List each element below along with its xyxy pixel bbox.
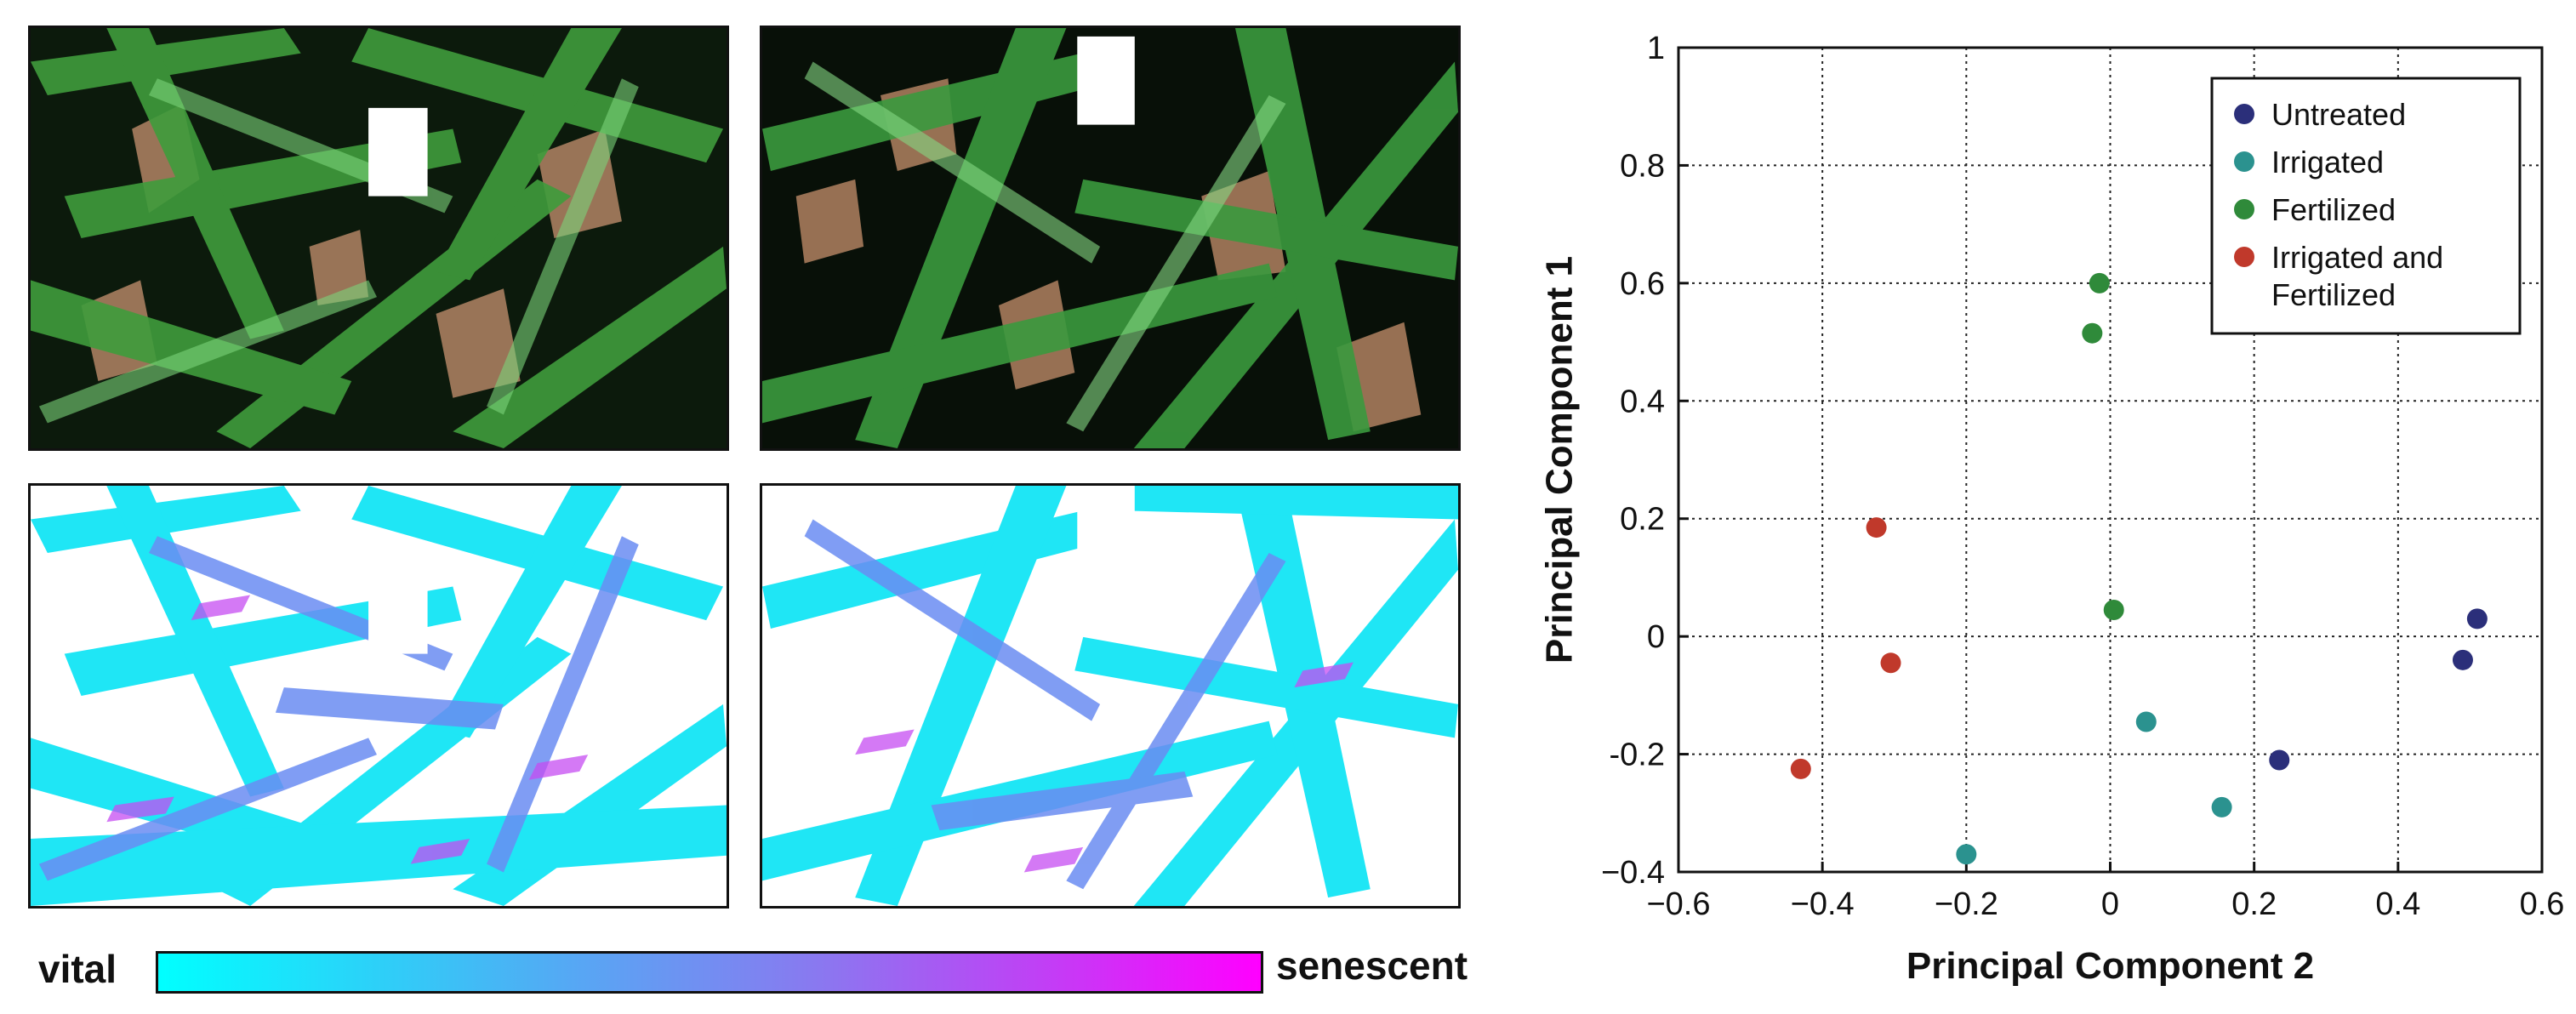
colorbar-label-vital: vital (38, 947, 117, 991)
y-tick-label: −0.4 (1601, 855, 1665, 891)
y-tick-label: 0.4 (1620, 384, 1665, 419)
y-tick-label: 0 (1647, 619, 1665, 655)
irrigated-and-fertilized-point (1880, 652, 1901, 674)
pca-scatter-chart: −0.6 −0.4 −0.2 0 0.2 0.4 0.6−0.4-0.200.20.40.6… (1538, 31, 2564, 987)
y-tick-label: 0.2 (1620, 502, 1665, 538)
fertilized-point (2103, 599, 2124, 620)
legend-label-untreated: Untreated (2271, 97, 2406, 132)
x-axis-label: Principal Component 2 (1906, 945, 2314, 987)
untreated-point (2452, 649, 2473, 670)
legend-marker-irrigated-and-fertilized (2234, 247, 2254, 267)
x-tick-label: 0 (2101, 886, 2119, 922)
legend-label-fertilized: Fertilized (2271, 192, 2396, 227)
irrigated-and-fertilized-point (1790, 758, 1811, 779)
y-tick-label: -0.2 (1610, 738, 1665, 773)
untreated-point (2466, 608, 2488, 629)
senescence-map-right (760, 483, 1461, 909)
x-tick-label: 0.4 (2375, 886, 2420, 922)
x-tick-label: −0.2 (1935, 886, 1998, 922)
irrigated-point (2211, 796, 2232, 817)
axis-ticks: −0.6 −0.4 −0.2 0 0.2 0.4 0.6−0.4-0.200.20.40.6… (1601, 31, 2564, 922)
untreated-point (2269, 749, 2290, 771)
x-tick-label: 0.2 (2231, 886, 2277, 922)
senescence-map-left (28, 483, 729, 909)
canopy-photo-left (28, 26, 729, 451)
fertilized-point (2082, 322, 2103, 344)
colorbar-label-senescent: senescent (1276, 943, 1468, 988)
fertilized-point (2089, 272, 2110, 293)
data-points (1790, 272, 2488, 865)
legend-box (2210, 77, 2522, 335)
y-tick-label: 0.8 (1620, 148, 1665, 184)
x-tick-label: 0.6 (2520, 886, 2565, 922)
x-tick-label: −0.6 (1646, 886, 1710, 922)
y-axis-label: Principal Component 1 (1538, 256, 1580, 664)
legend-label-irrigated-and-fertilized: Irrigated and Fertilized (2271, 240, 2443, 312)
y-tick-label: 0.6 (1620, 266, 1665, 302)
irrigated-point (2135, 711, 2157, 732)
senescence-colorbar (156, 951, 1263, 994)
y-tick-label: 1 (1647, 31, 1665, 66)
legend-label-irrigated: Irrigated (2271, 145, 2384, 179)
legend-marker-untreated (2234, 104, 2254, 124)
canopy-photo-right (760, 26, 1461, 451)
irrigated-point (1956, 844, 1977, 865)
x-tick-label: −0.4 (1791, 886, 1855, 922)
chart-legend: Untreated Irrigated Fertilized Irrigated an… (2210, 77, 2522, 335)
irrigated-and-fertilized-point (1866, 517, 1887, 538)
legend-marker-irrigated (2234, 151, 2254, 172)
legend-marker-fertilized (2234, 199, 2254, 219)
